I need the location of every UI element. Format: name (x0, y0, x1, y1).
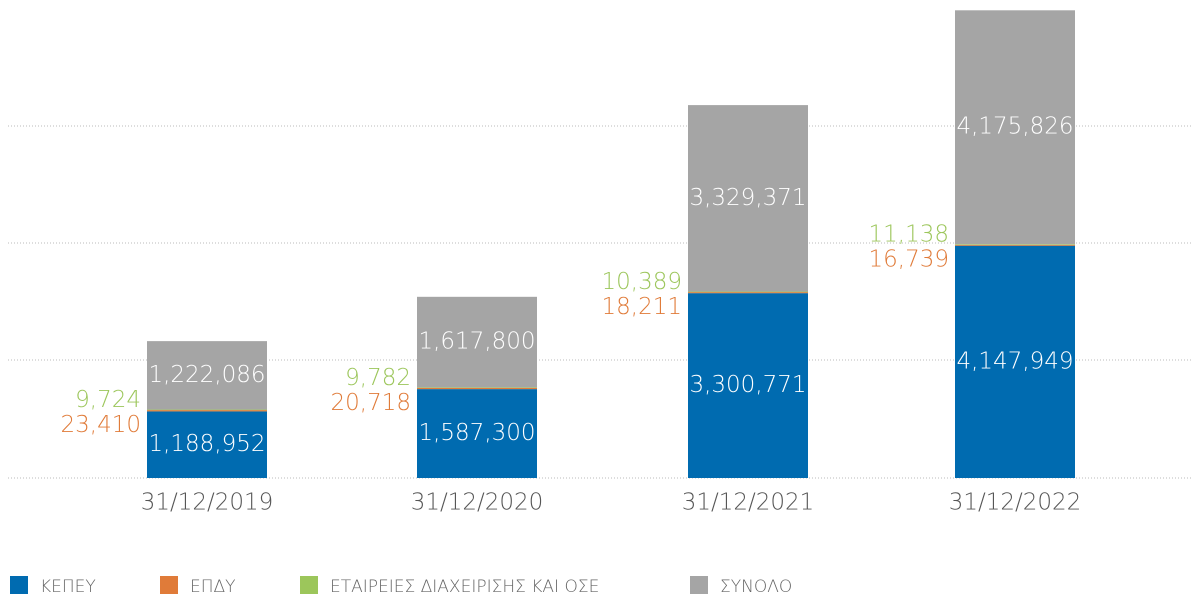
bar-segment (955, 245, 1075, 478)
bar-segment (955, 244, 1075, 246)
value-label: 3,329,371 (689, 185, 806, 211)
x-tick-label: 31/12/2021 (682, 490, 815, 516)
legend-swatch (300, 576, 318, 594)
bar-segment (417, 387, 537, 388)
value-label: 18,211 (602, 294, 682, 320)
x-tick-label: 31/12/2020 (411, 490, 544, 516)
value-label: 4,175,826 (956, 114, 1073, 140)
value-label: 1,222,086 (148, 362, 265, 388)
value-label: 11,138 (869, 222, 949, 248)
bar-segment (688, 291, 808, 293)
legend-label: ΕΤΑΙΡΕΙΕΣ ΔΙΑΧΕΙΡΙΣΗΣ ΚΑΙ ΟΣΕ (330, 577, 599, 597)
legend-label: ΕΠΔΥ (190, 577, 236, 597)
legend-swatch (690, 576, 708, 594)
legend-label: ΚΕΠΕΥ (40, 577, 96, 597)
legend-swatch (10, 576, 28, 594)
value-label: 23,410 (61, 412, 141, 438)
value-label: 3,300,771 (689, 372, 806, 398)
bar-segment (955, 10, 1075, 245)
value-label: 16,739 (869, 247, 949, 273)
bar-segment (147, 341, 267, 410)
legend-label: ΣΥΝΟΛΟ (720, 577, 792, 597)
bar-segment (147, 411, 267, 478)
value-label: 1,587,300 (418, 420, 535, 446)
value-label: 9,782 (345, 365, 411, 391)
value-label: 10,389 (602, 269, 682, 295)
bar-segment (688, 293, 808, 478)
bar-segment (417, 387, 537, 390)
bar-segment (688, 292, 808, 294)
value-label: 1,188,952 (148, 431, 265, 457)
bar-segment (147, 409, 267, 411)
value-label: 20,718 (331, 390, 411, 416)
bar-segment (147, 410, 267, 412)
value-label: 9,724 (75, 387, 141, 413)
bar-segment (688, 105, 808, 292)
legend-swatch (160, 576, 178, 594)
x-tick-label: 31/12/2019 (141, 490, 274, 516)
bar-segment (955, 244, 1075, 245)
bar-segment (417, 389, 537, 478)
bar-segment (417, 296, 537, 388)
x-tick-label: 31/12/2022 (949, 490, 1082, 516)
value-label: 4,147,949 (956, 348, 1073, 374)
value-label: 1,617,800 (418, 329, 535, 355)
